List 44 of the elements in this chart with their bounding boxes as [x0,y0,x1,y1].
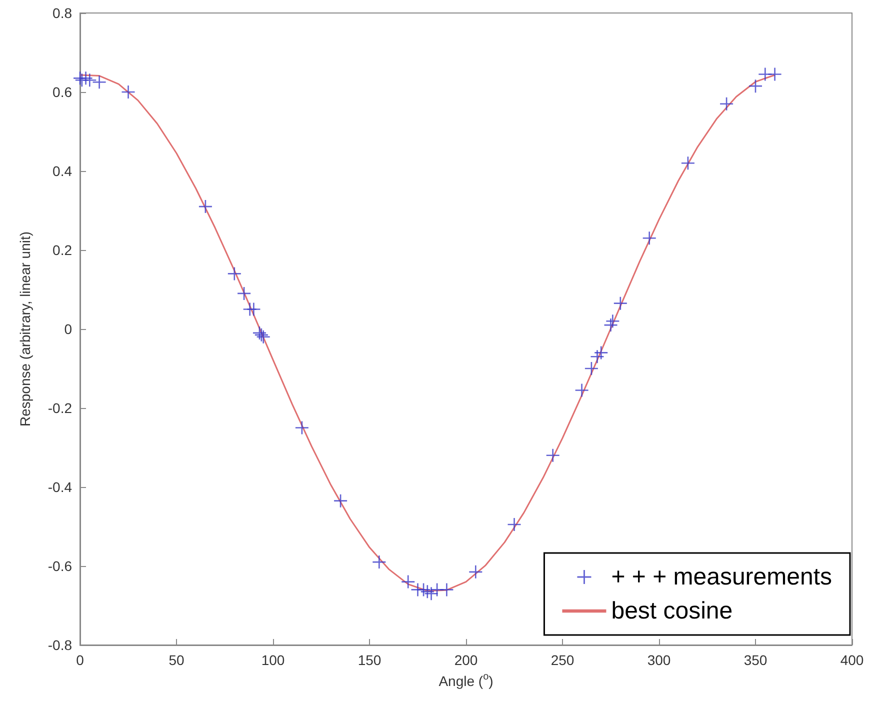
y-tick-label: 0.6 [52,84,72,100]
point [720,97,734,110]
point [122,86,135,98]
point [681,156,694,170]
point [424,587,438,600]
legend-label: + + + measurements [611,564,832,590]
point [372,556,386,569]
x-tick-label: 400 [840,652,864,668]
y-tick-label: -0.6 [48,558,72,574]
x-tick-label: 150 [358,652,382,668]
point [642,232,656,245]
y-tick-label: 0.8 [52,5,72,21]
point [295,421,308,434]
y-tick-label: 0 [64,321,72,337]
x-tick-label: 200 [454,652,478,668]
point [440,583,454,596]
legend-label: best cosine [611,598,733,624]
point [402,575,415,588]
x-tick-label: 250 [550,652,574,668]
y-tick-label: -0.2 [48,400,72,416]
point [546,448,560,462]
point [228,267,241,280]
point [334,494,348,508]
x-tick-label: 50 [168,652,184,668]
point [247,302,260,316]
point [469,565,482,578]
point [575,384,588,397]
point [590,350,604,364]
y-axis-title: Response (arbitrary, linear unit) [17,231,33,427]
y-tick-label: -0.8 [48,637,72,653]
x-tick-label: 300 [647,652,671,668]
point [92,76,106,89]
x-tick-label: 100 [261,652,285,668]
point [606,314,620,328]
point [83,74,96,87]
point [508,518,521,532]
point [768,68,782,81]
y-tick-label: 0.4 [52,163,72,179]
x-tick-label: 0 [76,652,84,668]
y-tick-label: -0.4 [48,479,72,495]
y-tick-label: 0.2 [52,242,72,258]
x-tick-label: 350 [744,652,768,668]
point [614,296,627,310]
point [594,346,608,360]
